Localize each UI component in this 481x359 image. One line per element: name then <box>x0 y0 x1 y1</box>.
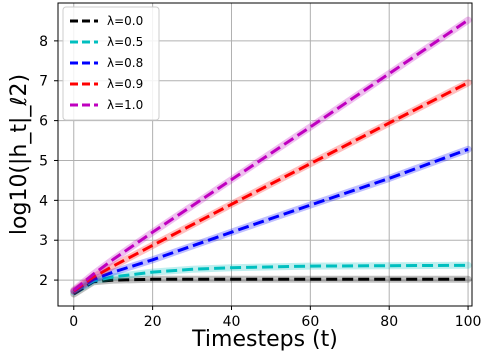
y-tick-label: 7 <box>39 74 48 90</box>
x-tick-label: 40 <box>223 314 241 330</box>
series-line <box>72 18 469 292</box>
series-group <box>70 16 472 298</box>
series-line <box>73 147 469 293</box>
x-tick-label: 80 <box>380 314 398 330</box>
plot-frame <box>57 2 473 307</box>
x-tick-label: 20 <box>144 314 162 330</box>
y-tick-label: 2 <box>39 273 48 289</box>
y-tick-label: 3 <box>39 233 48 249</box>
series-line <box>73 263 469 294</box>
y-axis-label: log10(|h_t|_ℓ2) <box>7 74 32 235</box>
y-tick-label: 4 <box>39 193 48 209</box>
legend-label: λ=0.5 <box>107 35 143 49</box>
ticks: 0 20 40 60 80 100 2 3 4 5 6 7 8 <box>39 34 481 330</box>
x-tick-label: 100 <box>455 314 481 330</box>
legend-label: λ=0.8 <box>107 56 143 70</box>
y-tick-label: 8 <box>39 34 48 50</box>
legend: λ=0.0 λ=0.5 λ=0.8 λ=0.9 λ=1.0 <box>62 6 160 121</box>
y-tick-label: 6 <box>39 114 48 130</box>
x-tick-label: 0 <box>69 314 78 330</box>
legend-box <box>62 6 160 121</box>
grid <box>58 3 472 306</box>
x-tick-label: 60 <box>301 314 319 330</box>
legend-label: λ=0.0 <box>107 14 143 28</box>
series-line <box>72 81 469 293</box>
legend-label: λ=0.9 <box>107 77 143 91</box>
x-axis-label: Timesteps (t) <box>191 327 338 352</box>
legend-label: λ=1.0 <box>107 98 143 112</box>
y-tick-label: 5 <box>39 153 48 169</box>
